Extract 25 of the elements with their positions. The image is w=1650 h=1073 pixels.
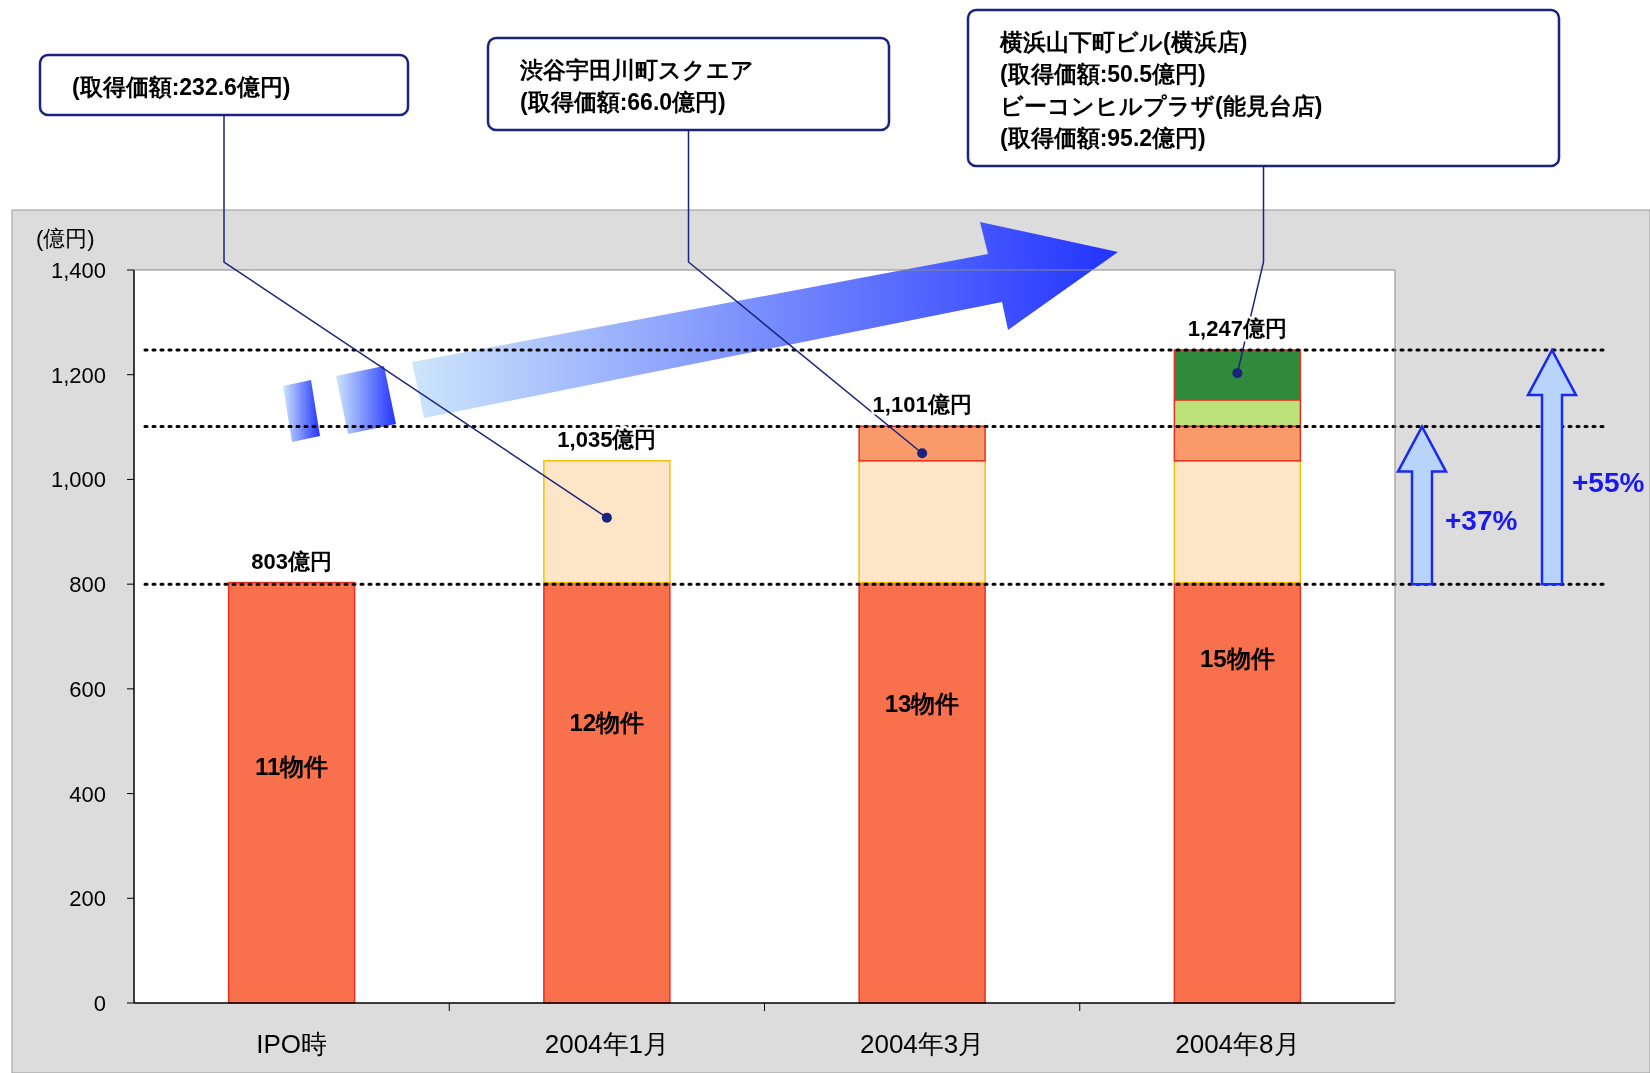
text: +55% [1572,467,1645,498]
annotation: 15物件 [1200,645,1275,672]
y-tick-label: 0 [93,991,106,1016]
y-tick-label: 1,000 [50,467,106,493]
x-tick-label: IPO時 [256,1029,328,1059]
annotation: 横浜山下町ビル(横浜店) (取得価額:50.5億円) ビーコンヒルプラザ(能見台店) (取得価額:95.2億円) [999,29,1323,151]
y-axis-title: (億円) [36,226,95,251]
annotation: (取得価額:232.6億円) [72,74,291,100]
y-tick-label: 1,400 [50,258,106,283]
y-tick-label: 800 [69,572,106,598]
annotation: 11物件 [254,753,329,780]
annotation: 渋谷宇田川町スクエア (取得価額:66.0億円) [519,57,754,115]
total-label: 803億円 [251,548,332,574]
y-tick-label: 200 [69,886,106,912]
x-tick-label: 2004年3月 [859,1029,985,1059]
total-label: 1,035億円 [557,426,657,452]
y-tick-label: 1,200 [50,362,106,388]
text: +37% [1445,505,1518,536]
y-tick-label: 600 [69,676,106,702]
x-tick-label: 2004年1月 [544,1029,670,1059]
x-tick-label: 2004年8月 [1175,1029,1300,1059]
annotation: 12物件 [569,709,645,736]
annotation: 13物件 [884,690,960,717]
y-tick-label: 400 [69,781,106,807]
total-label: 1,101億円 [872,392,972,418]
